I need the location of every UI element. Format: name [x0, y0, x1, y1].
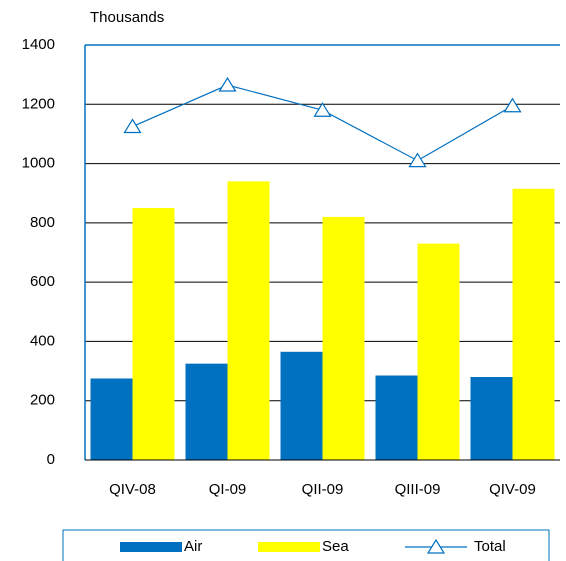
- y-tick-label: 1200: [22, 95, 55, 112]
- y-tick-label: 1400: [22, 36, 55, 53]
- marker: [408, 152, 427, 168]
- y-tick-label: 0: [47, 451, 55, 468]
- legend-marker: [426, 538, 446, 554]
- bar: [375, 375, 418, 460]
- bar: [322, 216, 365, 460]
- legend-swatch: [258, 542, 320, 552]
- line: [132, 84, 513, 162]
- x-tick-label: QIII-09: [395, 481, 441, 498]
- x-tick-label: QII-09: [302, 481, 344, 498]
- legend-label: Total: [474, 538, 506, 555]
- bar: [132, 208, 175, 460]
- x-tick-label: QI-09: [209, 481, 247, 498]
- x-tick-label: QIV-08: [109, 481, 156, 498]
- y-tick-label: 800: [30, 214, 55, 231]
- bar: [470, 377, 513, 460]
- marker: [218, 76, 237, 92]
- legend-box: [62, 529, 550, 561]
- bar: [280, 351, 323, 460]
- y-tick-label: 200: [30, 392, 55, 409]
- marker: [503, 97, 522, 113]
- bar: [512, 188, 555, 460]
- legend-label: Sea: [322, 538, 349, 555]
- y-axis-unit: Thousands: [90, 9, 164, 26]
- legend-swatch: [120, 542, 182, 552]
- y-tick-label: 600: [30, 273, 55, 290]
- y-tick-label: 400: [30, 332, 55, 349]
- bar: [227, 181, 270, 460]
- marker: [123, 118, 142, 134]
- legend-label: Air: [184, 538, 202, 555]
- bar: [90, 378, 133, 460]
- bar: [185, 363, 228, 460]
- marker: [313, 102, 332, 117]
- bar: [417, 243, 460, 460]
- x-tick-label: QIV-09: [489, 481, 536, 498]
- y-tick-label: 1000: [22, 155, 55, 172]
